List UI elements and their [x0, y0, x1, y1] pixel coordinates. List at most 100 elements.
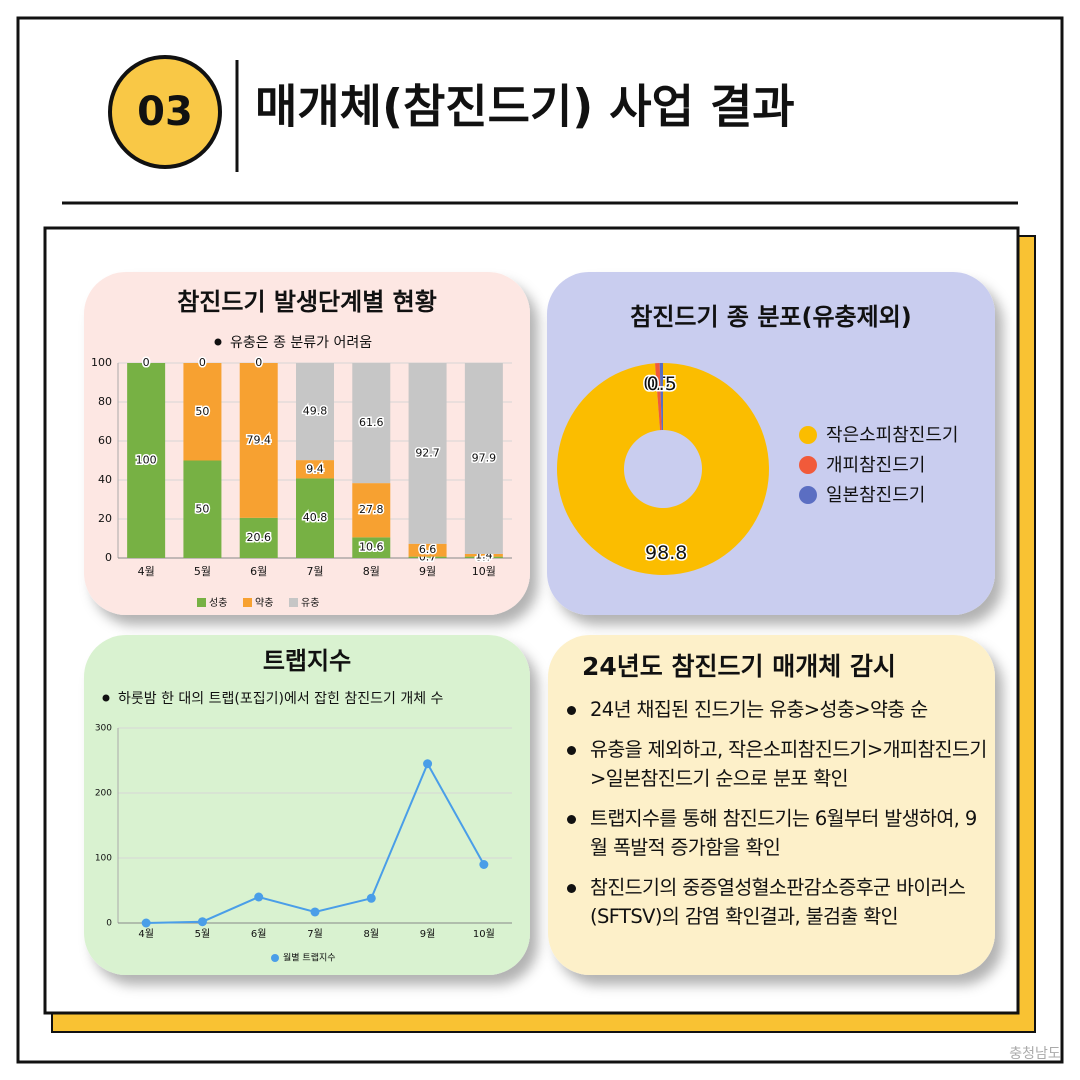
point	[310, 907, 320, 917]
data-label: 49.8	[303, 405, 328, 418]
point	[197, 917, 207, 927]
y-tick-label: 40	[98, 473, 112, 486]
data-label: 0.7	[643, 373, 673, 395]
bar-segment	[239, 517, 278, 558]
summary-item: 트랩지수를 통해 참진드기는 6월부터 발생하여, 9월 폭발적 증가함을 확인	[562, 804, 990, 862]
legend-label: 성충	[209, 597, 227, 609]
legend-swatch	[799, 456, 817, 474]
x-tick-label: 10월	[473, 928, 495, 940]
legend-label: 월별 트랩지수	[283, 952, 336, 964]
legend-label: 약충	[255, 597, 273, 609]
summary-list: 24년 채집된 진드기는 유충>성충>약충 순 유충을 제외하고, 작은소피참진드…	[562, 695, 990, 942]
legend-label: 일본참진드기	[826, 485, 925, 506]
page-title: 매개체(참진드기) 사업 결과	[255, 80, 795, 134]
data-label: 97.9	[472, 451, 497, 464]
data-label: 0	[199, 356, 206, 369]
bar-segment	[127, 363, 166, 558]
y-tick-label: 0	[106, 919, 112, 929]
legend-swatch	[799, 486, 817, 504]
y-tick-label: 80	[98, 395, 112, 408]
y-tick-label: 0	[105, 551, 112, 564]
bar-segment	[239, 363, 278, 518]
chart-subtitle: 하룻밤 한 대의 트랩(포집기)에서 잡힌 참진드기 개체 수	[118, 691, 444, 707]
chart-subtitle: 유충은 종 분류가 어려움	[230, 335, 372, 351]
legend-swatch	[243, 598, 252, 607]
data-label: 0	[143, 356, 150, 369]
x-tick-label: 8월	[363, 565, 380, 578]
data-label: 27.8	[359, 503, 384, 516]
summary-item: 참진드기의 중증열성혈소판감소증후군 바이러스(SFTSV)의 감염 확인결과,…	[562, 873, 990, 931]
x-tick-label: 4월	[138, 565, 155, 578]
bar-segment	[352, 537, 391, 558]
x-tick-label: 6월	[250, 565, 267, 578]
x-tick-label: 9월	[420, 928, 436, 940]
bullet	[214, 338, 222, 346]
bar-segment	[408, 556, 447, 558]
data-label: 0.5	[647, 373, 677, 395]
x-tick-label: 5월	[194, 565, 211, 578]
bullet	[102, 694, 110, 702]
x-tick-label: 7월	[307, 928, 323, 940]
data-label: 92.7	[415, 446, 440, 459]
y-tick-label: 60	[98, 434, 112, 447]
x-tick-label: 8월	[364, 928, 380, 940]
panel	[548, 635, 995, 975]
y-tick-label: 100	[91, 356, 112, 369]
chart-title: 트랩지수	[263, 647, 351, 675]
bar-segment	[408, 363, 447, 544]
point	[423, 759, 433, 769]
point	[479, 860, 489, 869]
data-label: 50	[195, 502, 209, 515]
data-label: 61.6	[359, 416, 384, 429]
point	[141, 918, 151, 928]
number-badge	[108, 55, 222, 169]
bar-segment	[296, 460, 334, 479]
bar-segment	[296, 363, 334, 461]
x-tick-label: 9월	[419, 565, 436, 578]
legend-label: 개피참진드기	[826, 455, 925, 476]
legend-swatch	[799, 426, 817, 444]
data-label: 0	[255, 356, 262, 369]
bar-segment	[183, 363, 222, 461]
legend-swatch	[289, 598, 298, 607]
data-label: 6.6	[419, 543, 437, 556]
legend-swatch	[197, 598, 206, 607]
legend-label: 유충	[301, 597, 319, 609]
x-tick-label: 7월	[306, 565, 323, 578]
point	[366, 893, 376, 903]
bar-segment	[464, 553, 503, 557]
y-tick-label: 20	[98, 512, 112, 525]
bar-segment	[464, 363, 503, 554]
data-label: 10.6	[359, 541, 384, 554]
donut-slice	[655, 363, 662, 431]
legend-label: 작은소피참진드기	[826, 425, 958, 446]
data-label: 0	[143, 356, 150, 369]
y-tick-label: 100	[95, 854, 112, 864]
bar-segment	[352, 363, 391, 484]
data-label: 98.8	[645, 542, 687, 564]
donut-slice	[659, 363, 663, 431]
frame	[16, 16, 1064, 1064]
panel	[84, 635, 530, 975]
bar-segment	[464, 556, 503, 558]
bar-segment	[183, 460, 222, 558]
data-label: 40.8	[303, 511, 328, 524]
bar-segment	[408, 543, 447, 557]
legend-swatch	[271, 954, 279, 962]
summary-item: 24년 채집된 진드기는 유충>성충>약충 순	[562, 695, 990, 724]
x-tick-label: 10월	[472, 565, 496, 578]
bar-segment	[296, 478, 334, 558]
data-label: 79.4	[246, 433, 271, 446]
footer-logo: 충청남도	[1009, 1046, 1061, 1062]
data-label: 9.4	[306, 462, 324, 475]
data-label: 100	[136, 454, 157, 467]
y-tick-label: 200	[95, 789, 112, 799]
summary-title: 24년도 참진드기 매개체 감시	[582, 652, 896, 681]
chart-title: 참진드기 발생단계별 현황	[177, 288, 437, 316]
y-tick-label: 300	[95, 724, 112, 734]
x-tick-label: 6월	[251, 928, 267, 940]
donut-slice	[556, 363, 769, 576]
x-tick-label: 5월	[195, 928, 211, 940]
